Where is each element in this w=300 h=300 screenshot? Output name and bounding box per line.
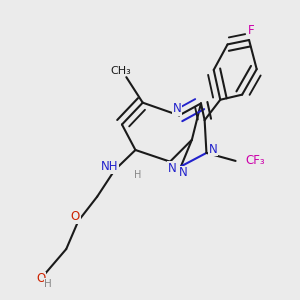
Text: N: N [178, 167, 187, 179]
Text: CH₃: CH₃ [110, 66, 131, 76]
Text: F: F [248, 24, 254, 38]
Text: N: N [167, 162, 176, 175]
Text: H: H [44, 279, 52, 289]
Text: O: O [71, 210, 80, 223]
Text: N: N [208, 143, 217, 156]
Text: O: O [36, 272, 45, 285]
Text: CF₃: CF₃ [246, 154, 266, 167]
Text: NH: NH [100, 160, 118, 173]
Text: H: H [134, 170, 141, 181]
Text: N: N [173, 102, 182, 115]
